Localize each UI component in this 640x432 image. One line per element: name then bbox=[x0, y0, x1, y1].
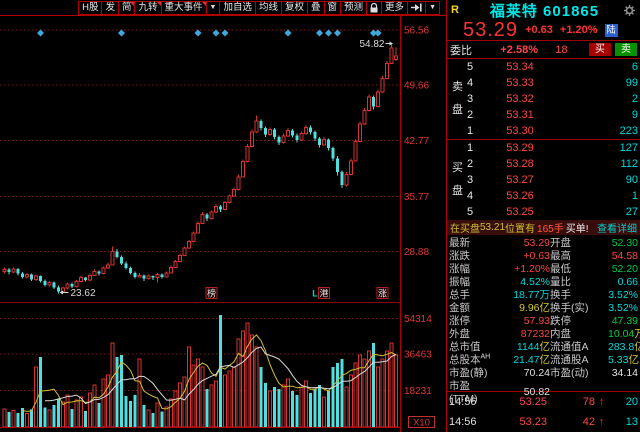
svg-text:36463: 36463 bbox=[404, 350, 432, 361]
toolbar-button-更多[interactable]: 更多 bbox=[381, 0, 409, 15]
jump-arrow-icon[interactable] bbox=[407, 0, 427, 15]
price-change: +0.63 bbox=[525, 24, 553, 36]
weibi-label: 委比 bbox=[450, 44, 472, 57]
svg-text:涨: 涨 bbox=[378, 289, 387, 299]
toolbar-button-预测[interactable]: 预测 bbox=[340, 0, 368, 15]
ask-row[interactable]: 4 53.33 99 bbox=[467, 77, 638, 89]
svg-text:L: L bbox=[312, 289, 318, 299]
toolbar-button-复权[interactable]: 复权 bbox=[280, 0, 308, 15]
stat-row: 总手 18.77万 换手 3.52% bbox=[449, 288, 638, 302]
notice-suffix: 买单! bbox=[565, 224, 589, 235]
ask-row[interactable]: 3 53.32 2 bbox=[467, 93, 638, 105]
trade-ticks: 14:56 53.25 78 ↑ 20 14:56 53.23 42 ↑ 13 bbox=[447, 391, 640, 432]
svg-text:42.77: 42.77 bbox=[404, 136, 429, 147]
svg-text:28.88: 28.88 bbox=[404, 247, 429, 258]
notice-lots: 165手 bbox=[537, 224, 564, 235]
toolbar-button-重大事件[interactable]: 重大事件 bbox=[160, 0, 207, 15]
svg-text:港: 港 bbox=[319, 288, 328, 299]
toolbar-button-H股[interactable]: H股 bbox=[78, 0, 103, 15]
notice-price: 53.21 bbox=[480, 222, 506, 233]
svg-text:49.66: 49.66 bbox=[404, 81, 429, 92]
bid-row[interactable]: 3 53.27 90 bbox=[467, 174, 638, 186]
stock-title: 福莱特 601865 bbox=[489, 2, 600, 20]
svg-text:35.77: 35.77 bbox=[404, 192, 429, 203]
bid-row[interactable]: 5 53.25 27 bbox=[467, 206, 638, 218]
stat-row: 市盈(静) 70.24 市盈(动) 34.14 bbox=[449, 366, 638, 380]
toolbar-button-九转[interactable]: 九转 bbox=[134, 0, 162, 15]
last-price: 53.29 bbox=[463, 19, 519, 41]
toolbar-button-均线[interactable]: 均线 bbox=[254, 0, 282, 15]
bid-row[interactable]: 2 53.28 112 bbox=[467, 158, 638, 170]
weibi-count: 18 bbox=[555, 43, 568, 56]
ask-side-label: 卖盘 bbox=[452, 81, 463, 116]
price-change-pct: +1.20% bbox=[559, 24, 598, 36]
stat-row: 外盘 87232 内盘 10.04万 bbox=[449, 327, 640, 341]
lock-icon[interactable] bbox=[366, 0, 383, 15]
toolbar-button-简[interactable]: 简 bbox=[117, 0, 136, 15]
book-divider bbox=[447, 139, 640, 140]
trade-tick-row: 14:56 53.25 78 ↑ 20 bbox=[449, 396, 638, 408]
toolbar-button-叠[interactable]: 叠 bbox=[307, 0, 325, 15]
stats-grid: 最新 53.29 开盘 52.30 涨跌 +0.63 最高 54.58 涨幅 +1.20% 最低 52… bbox=[447, 235, 640, 406]
buy-button[interactable]: 买 bbox=[589, 43, 611, 56]
sell-button[interactable]: 卖 bbox=[615, 43, 637, 56]
margin-r-badge: R bbox=[451, 4, 459, 16]
weibi-value: +2.58% bbox=[500, 43, 538, 56]
svg-text:23.62: 23.62 bbox=[71, 288, 96, 299]
bid-row[interactable]: 4 53.26 1 bbox=[467, 190, 638, 202]
gear-icon[interactable] bbox=[624, 4, 636, 16]
toolbar-button-发[interactable]: 发 bbox=[101, 0, 119, 15]
svg-text:54314: 54314 bbox=[404, 314, 432, 325]
ask-row[interactable]: 1 53.30 223 bbox=[467, 125, 638, 137]
bid-row[interactable]: 1 53.29 127 bbox=[467, 142, 638, 154]
notice-mid: 位置有 bbox=[505, 224, 536, 235]
stat-row: 总市值 1144亿 流通值A 283.8亿 bbox=[449, 341, 640, 353]
stat-row: 金额 9.96亿 换手(实) 3.52% bbox=[449, 301, 638, 315]
candlestick-chart[interactable]: 56.56 49.66 42.77 35.77 28.88 54314 36463 18231… bbox=[0, 0, 446, 432]
stat-row: 涨幅 +1.20% 最低 52.20 bbox=[449, 262, 638, 276]
bid-book: 买盘 1 53.29 127 2 53.28 112 3 53.27 90 4 53.26 1 5 53.2… bbox=[447, 140, 640, 220]
stat-row: 市盈(TTM) 50.82 bbox=[449, 380, 550, 405]
stat-row: 总股本AH 21.47亿 流通股A 5.33亿 bbox=[449, 353, 639, 367]
weibi-row: 委比 +2.58% 18 买 卖 bbox=[447, 40, 640, 59]
quote-panel: R 福莱特 601865 53.29 +0.63 +1.20% 陆 bbox=[446, 0, 640, 432]
svg-text:56.56: 56.56 bbox=[404, 26, 429, 37]
svg-text:X10: X10 bbox=[413, 418, 430, 429]
toolbar: H股发简九转 重大事件 ▼ 加自选 均线 复权叠窗预测 更多 ▼ bbox=[0, 0, 446, 16]
svg-text:54.82: 54.82 bbox=[359, 39, 384, 50]
caret-down-icon[interactable]: ▼ bbox=[205, 0, 221, 15]
stat-row: 振幅 4.52% 量比 0.66 bbox=[449, 275, 638, 289]
toolbar-button-窗[interactable]: 窗 bbox=[323, 0, 342, 15]
trade-tick-row: 14:56 53.23 42 ↑ 13 bbox=[449, 416, 638, 428]
toolbar-button-加自选[interactable]: 加自选 bbox=[219, 0, 256, 15]
view-details-link[interactable]: 查看详细 bbox=[597, 224, 637, 235]
ask-row[interactable]: 2 53.31 9 bbox=[467, 109, 638, 121]
ask-row[interactable]: 5 53.34 6 bbox=[467, 61, 638, 73]
notice-prefix: 在买盘 bbox=[450, 224, 480, 235]
svg-text:榜: 榜 bbox=[207, 288, 216, 299]
stat-row: 涨跌 +0.63 最高 54.58 bbox=[449, 249, 638, 263]
ask-book: 卖盘 5 53.34 6 4 53.33 99 3 53.32 2 2 53.31 9 1 53.30 223 bbox=[447, 59, 640, 139]
bid-side-label: 买盘 bbox=[452, 162, 463, 197]
stat-row: 最新 53.29 开盘 52.30 bbox=[449, 236, 638, 250]
svg-text:18231: 18231 bbox=[404, 386, 432, 397]
large-order-notice: 在买盘 53.21 位置有 165手 买单! 查看详细 bbox=[447, 220, 640, 235]
caret-down-icon[interactable]: ▼ bbox=[425, 0, 440, 15]
stat-row: 涨停 57.93 跌停 47.39 bbox=[449, 314, 638, 328]
mainland-board-badge: 陆 bbox=[604, 23, 618, 37]
